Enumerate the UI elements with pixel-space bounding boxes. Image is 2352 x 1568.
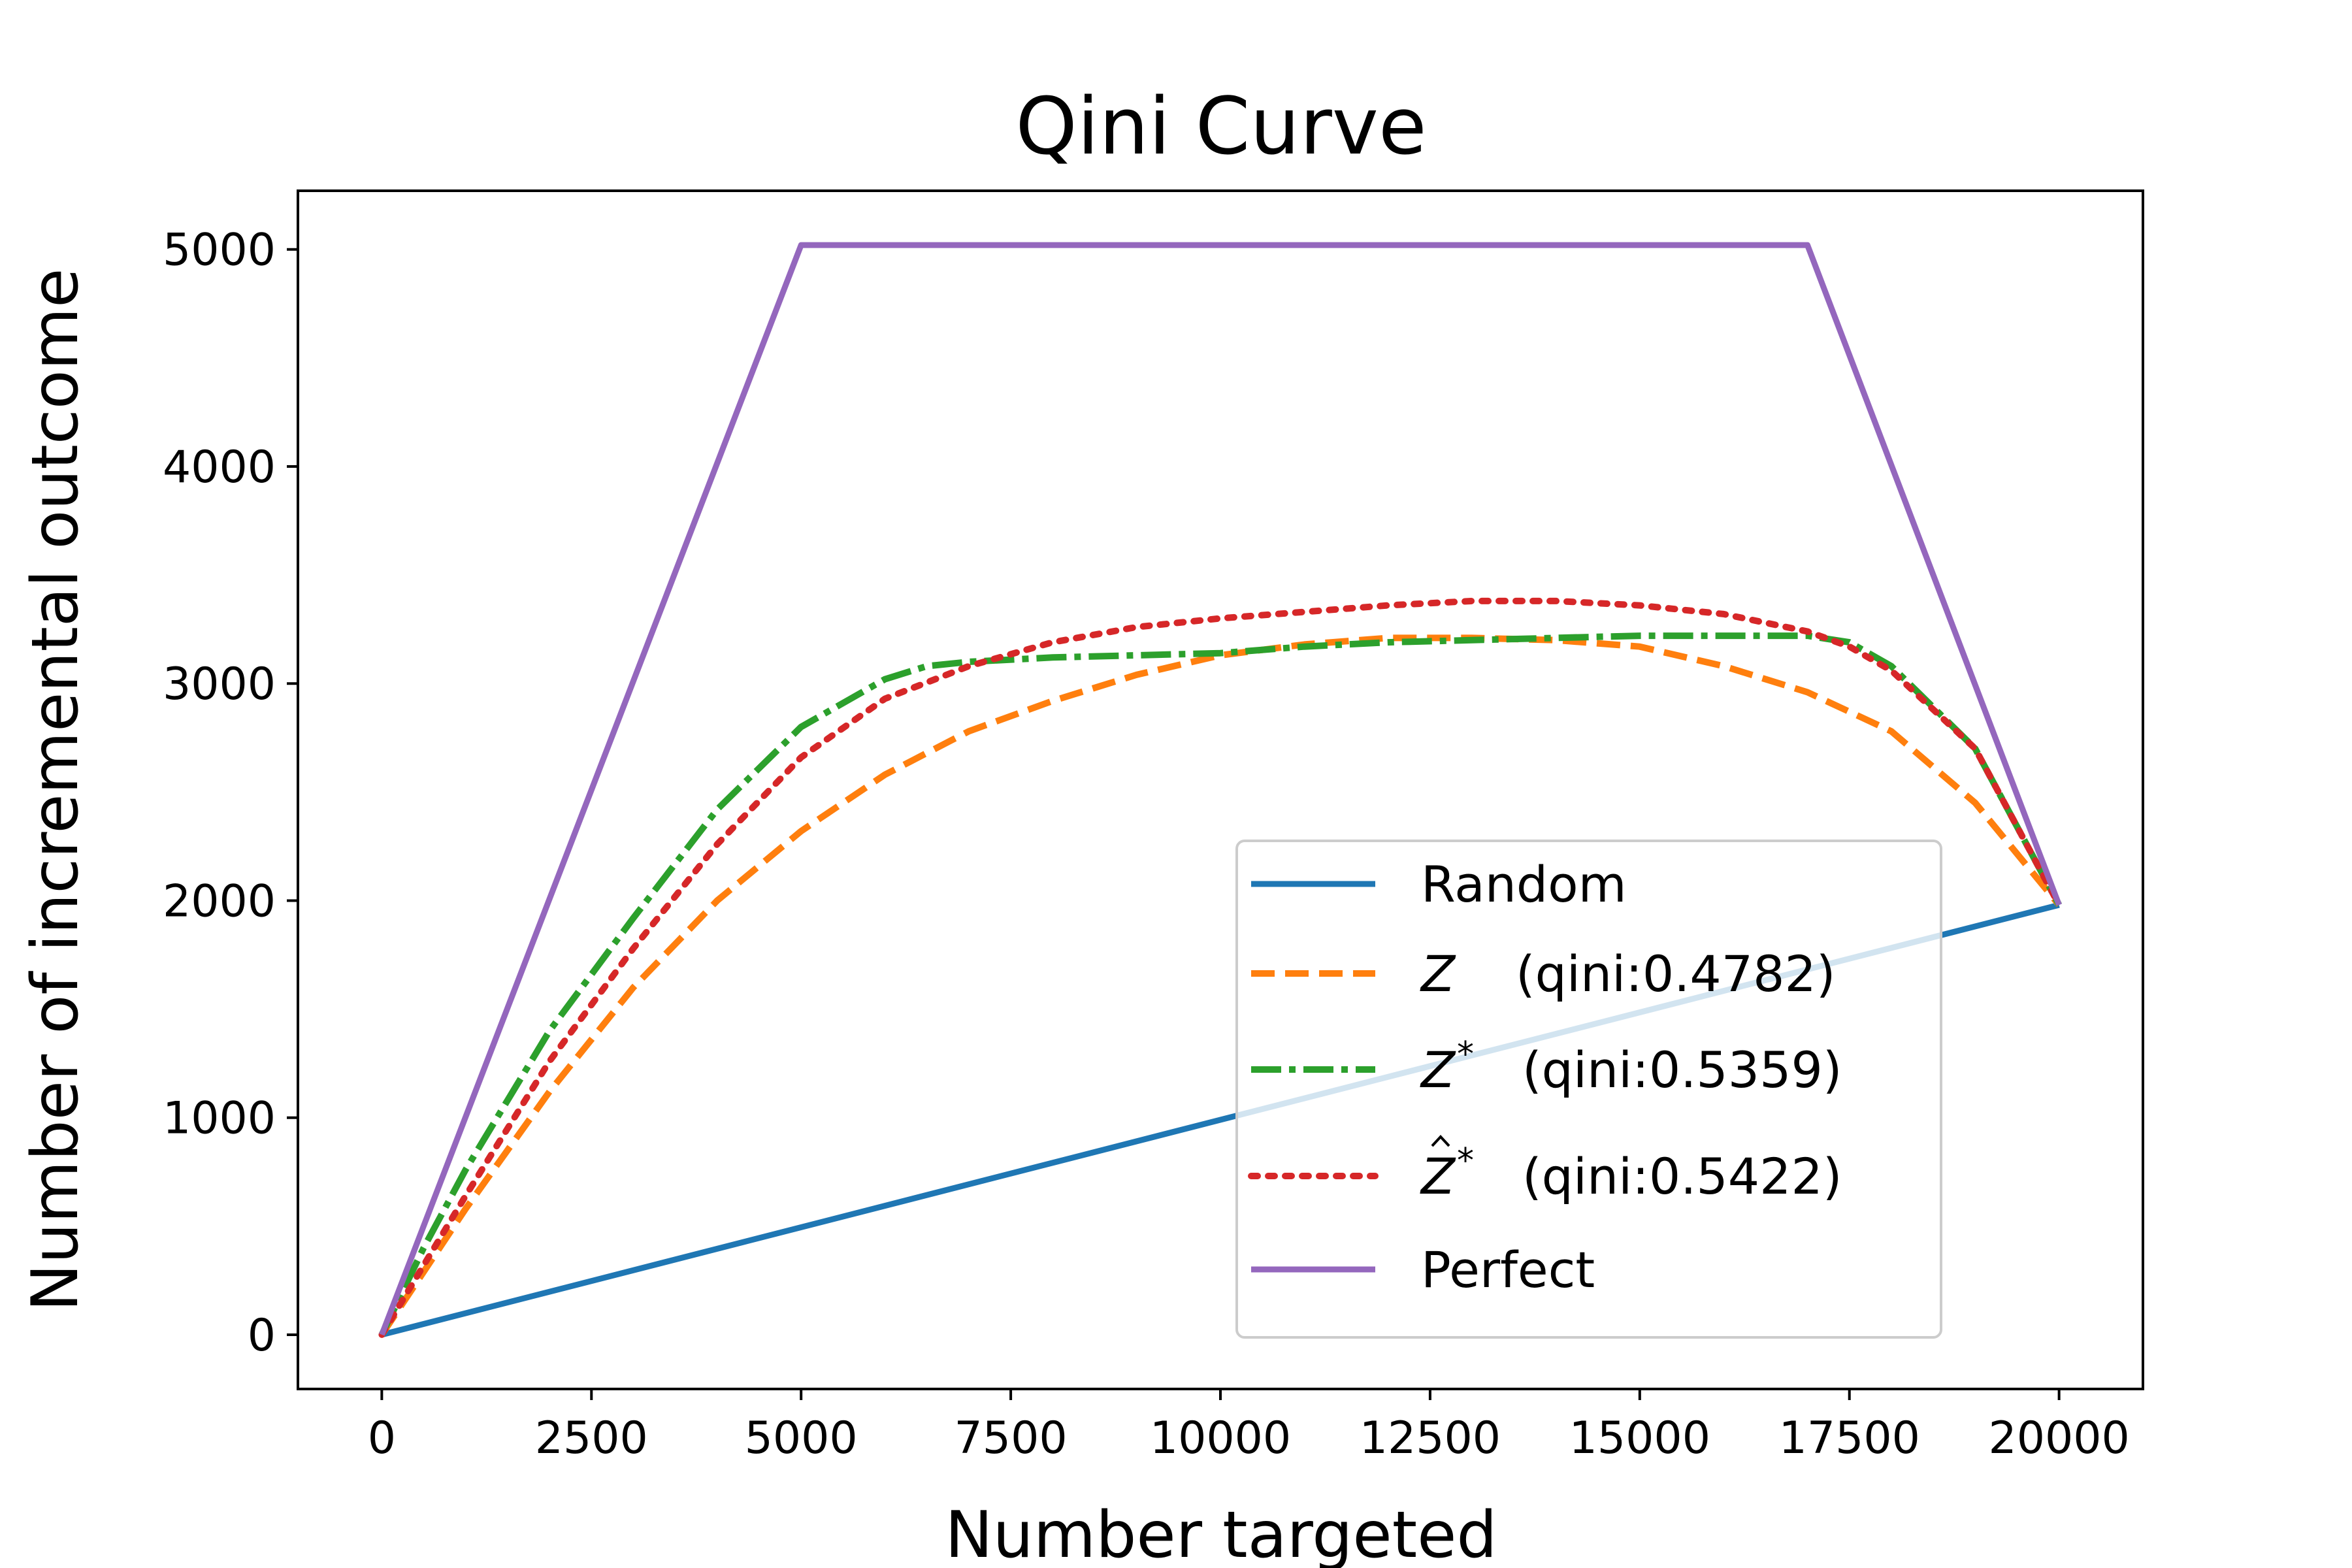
y-tick-label: 0 — [248, 1310, 276, 1362]
legend-superscript: * — [1457, 1141, 1474, 1181]
y-tick-label: 2000 — [163, 875, 276, 927]
hat-accent-icon — [1431, 1135, 1450, 1147]
series-line-z — [379, 634, 2062, 1337]
x-tick-label: 17500 — [1779, 1413, 1920, 1464]
legend-qini-value: (qini:0.5422) — [1522, 1147, 1842, 1205]
legend-box — [1235, 840, 1942, 1339]
y-tick-label: 4000 — [163, 442, 276, 493]
y-tick-label: 1000 — [163, 1093, 276, 1145]
x-axis-label: Number targeted — [945, 1498, 1497, 1568]
legend-superscript: * — [1457, 1035, 1474, 1074]
series-line-perfect — [379, 242, 2062, 1336]
legend-qini-value: (qini:0.5359) — [1522, 1041, 1842, 1099]
x-tick-label: 5000 — [745, 1413, 858, 1464]
series-line-- — [378, 597, 2063, 1338]
y-tick-label: 3000 — [163, 659, 276, 710]
x-tick-label: 12500 — [1360, 1413, 1501, 1464]
x-tick-label: 20000 — [1988, 1413, 2129, 1464]
y-axis-ticks: 0 1000 2000 3000 4000 5000 — [163, 225, 298, 1362]
y-axis-label: Number of incremental outcome — [18, 269, 93, 1312]
legend-symbol: Z — [1420, 1147, 1456, 1205]
x-tick-label: 15000 — [1569, 1413, 1710, 1464]
x-tick-label: 10000 — [1150, 1413, 1291, 1464]
y-tick-label: 5000 — [163, 225, 276, 276]
x-tick-label: 2500 — [535, 1413, 648, 1464]
legend-symbol: Z — [1420, 945, 1456, 1003]
x-axis-ticks: 0 2500 5000 7500 10000 12500 15000 17500 20000 — [368, 1389, 2130, 1464]
legend-qini-value: (qini:0.4782) — [1516, 945, 1835, 1003]
legend-label: Random — [1421, 855, 1627, 913]
x-tick-label: 7500 — [955, 1413, 1068, 1464]
x-tick-label: 0 — [368, 1413, 396, 1464]
legend-label: Perfect — [1421, 1241, 1595, 1299]
legend-symbol: Z — [1420, 1041, 1456, 1099]
chart-title: Qini Curve — [1015, 82, 1426, 172]
